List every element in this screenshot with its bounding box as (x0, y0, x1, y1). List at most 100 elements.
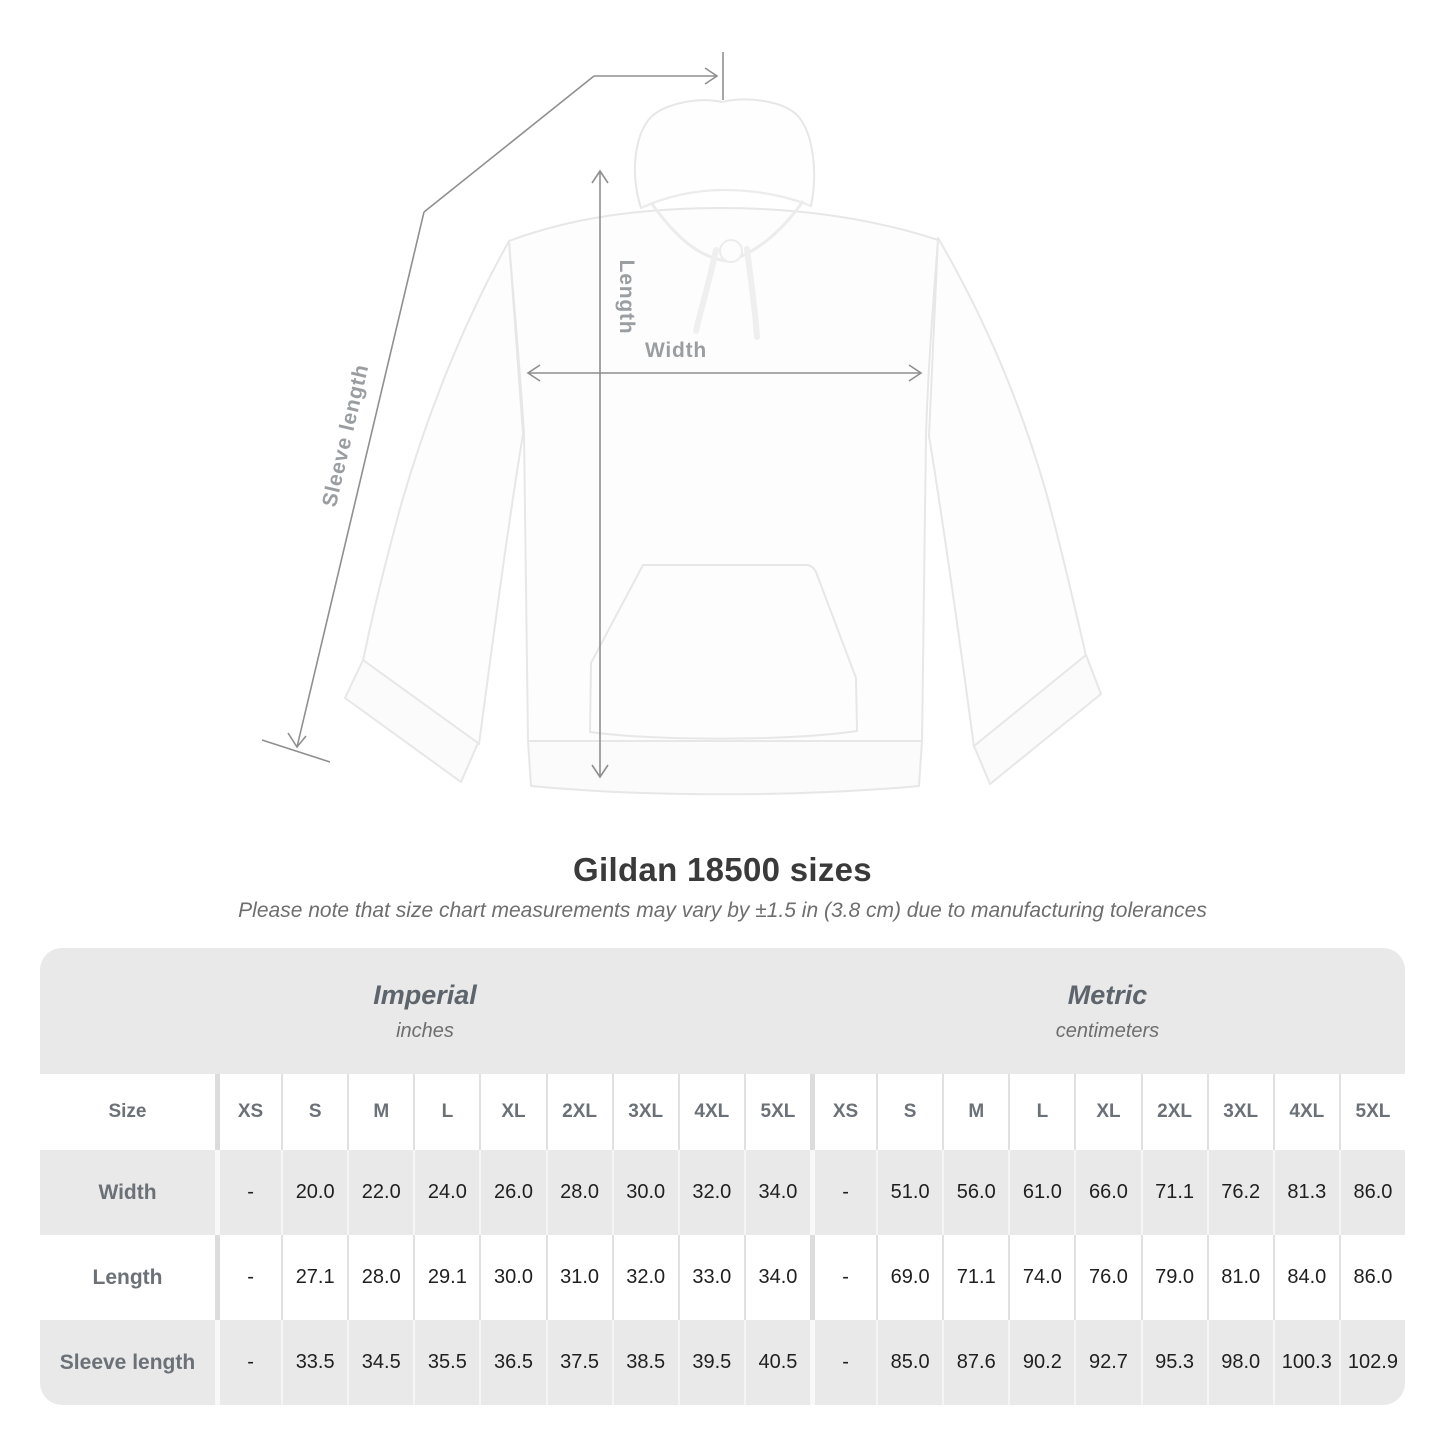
size-header-row: Size XS S M L XL 2XL 3XL 4XL 5XL XS S M L XL 2XL 3XL 4XL… (40, 1074, 1405, 1150)
cell-sleeve-length-imperial-xl: 36.5 (479, 1320, 546, 1405)
cell-sleeve-length-metric-4xl: 100.3 (1272, 1320, 1339, 1405)
width-row: Width -20.0 22.0 24.0 26.0 28.0 30.0 32.0 34.0-… (40, 1150, 1405, 1235)
width-label: Width (645, 339, 707, 362)
cell-width-imperial-3xl: 30.0 (611, 1150, 678, 1235)
units-header-row: Imperial inches Metric centimeters (40, 948, 1405, 1074)
cell-length-imperial-3xl: 32.0 (611, 1235, 678, 1320)
cell-width-metric-m: 56.0 (942, 1150, 1009, 1235)
hoodie-hem-band (527, 740, 923, 796)
cell-length-metric-m: 71.1 (942, 1235, 1009, 1320)
size-chart: Imperial inches Metric centimeters Size … (40, 948, 1405, 1405)
sleeve-length-row: Sleeve length -33.5 34.5 35.5 36.5 37.5 38.5 3… (40, 1320, 1405, 1405)
cell-length-imperial-4xl: 33.0 (677, 1235, 744, 1320)
metric-unit: centimeters (1055, 1019, 1160, 1042)
hoodie-pocket (589, 564, 858, 740)
cell-width-metric-l: 61.0 (1008, 1150, 1075, 1235)
cell-sleeve-length-imperial-s: 33.5 (281, 1320, 348, 1405)
cell-sleeve-length-metric-s: 85.0 (876, 1320, 943, 1405)
cell-width-imperial-2xl: 28.0 (545, 1150, 612, 1235)
size-col-metric-4xl: 4XL (1272, 1074, 1339, 1150)
size-col-imperial-l: L (413, 1074, 480, 1150)
cell-length-metric-5xl: 86.0 (1338, 1235, 1405, 1320)
hoodie-drawstring-knot (719, 239, 743, 263)
size-col-imperial-3xl: 3XL (611, 1074, 678, 1150)
size-col-metric-xs: XS (809, 1074, 877, 1150)
cell-length-metric-4xl: 84.0 (1272, 1235, 1339, 1320)
hoodie-right-sleeve (928, 237, 1087, 748)
cell-width-imperial-xs: - (215, 1150, 282, 1235)
cell-width-metric-2xl: 71.1 (1140, 1150, 1207, 1235)
hoodie-body (508, 207, 939, 742)
size-col-metric-5xl: 5XL (1338, 1074, 1405, 1150)
metric-title: Metric (1067, 979, 1148, 1010)
cell-length-imperial-5xl: 34.0 (743, 1235, 810, 1320)
cell-length-metric-s: 69.0 (876, 1235, 943, 1320)
cell-length-imperial-l: 29.1 (413, 1235, 480, 1320)
cell-length-imperial-2xl: 31.0 (545, 1235, 612, 1320)
metric-header: Metric centimeters (809, 948, 1405, 1074)
size-col-metric-2xl: 2XL (1140, 1074, 1207, 1150)
cell-length-metric-xl: 76.0 (1074, 1235, 1141, 1320)
cell-width-imperial-s: 20.0 (281, 1150, 348, 1235)
cell-sleeve-length-imperial-3xl: 38.5 (611, 1320, 678, 1405)
cell-width-metric-xs: - (809, 1150, 877, 1235)
cell-length-metric-l: 74.0 (1008, 1235, 1075, 1320)
cell-length-imperial-xl: 30.0 (479, 1235, 546, 1320)
hoodie-left-cuff (344, 659, 479, 783)
width-arrowhead-left (526, 364, 541, 382)
length-arrowhead-top (591, 169, 609, 184)
imperial-header: Imperial inches (40, 948, 810, 1074)
width-arrowhead-right (908, 364, 923, 382)
sleeve-arrowhead-bottom (287, 732, 307, 749)
hoodie-collar-seam (640, 189, 812, 209)
page-title: Gildan 18500 sizes (573, 851, 872, 888)
cell-width-imperial-5xl: 34.0 (743, 1150, 810, 1235)
cell-length-metric-xs: - (809, 1235, 877, 1320)
cell-width-metric-s: 51.0 (876, 1150, 943, 1235)
imperial-title: Imperial (373, 979, 477, 1010)
size-col-imperial-2xl: 2XL (545, 1074, 612, 1150)
size-col-imperial-xl: XL (479, 1074, 546, 1150)
row-label-sleeve-length: Sleeve length (40, 1320, 215, 1405)
cell-width-imperial-4xl: 32.0 (677, 1150, 744, 1235)
cell-width-metric-xl: 66.0 (1074, 1150, 1141, 1235)
imperial-unit: inches (396, 1019, 454, 1042)
hoodie-left-sleeve (362, 240, 524, 745)
cell-sleeve-length-imperial-l: 35.5 (413, 1320, 480, 1405)
hoodie-size-diagram: Width Length Sleeve length (261, 52, 1102, 796)
size-col-metric-s: S (876, 1074, 943, 1150)
cell-length-imperial-xs: - (215, 1235, 282, 1320)
cell-sleeve-length-imperial-5xl: 40.5 (743, 1320, 810, 1405)
cell-width-imperial-m: 22.0 (347, 1150, 414, 1235)
hoodie-hood (634, 98, 816, 209)
page-subtitle: Please note that size chart measurements… (238, 899, 1207, 922)
size-col-imperial-5xl: 5XL (743, 1074, 810, 1150)
cell-length-metric-2xl: 79.0 (1140, 1235, 1207, 1320)
sleeve-arrowhead-right (704, 67, 719, 85)
length-label: Length (615, 260, 638, 335)
size-col-metric-3xl: 3XL (1206, 1074, 1273, 1150)
cell-sleeve-length-metric-l: 90.2 (1008, 1320, 1075, 1405)
sleeve-arrow-diag2 (296, 211, 425, 748)
cell-width-imperial-xl: 26.0 (479, 1150, 546, 1235)
size-col-metric-l: L (1008, 1074, 1075, 1150)
size-col-imperial-4xl: 4XL (677, 1074, 744, 1150)
row-label-width: Width (40, 1150, 215, 1235)
cell-sleeve-length-metric-5xl: 102.9 (1338, 1320, 1405, 1405)
cell-width-metric-4xl: 81.3 (1272, 1150, 1339, 1235)
hoodie-right-cuff (973, 654, 1102, 785)
size-col-imperial-xs: XS (215, 1074, 282, 1150)
sleeve-arrow-diag1 (423, 75, 595, 213)
cell-sleeve-length-metric-m: 87.6 (942, 1320, 1009, 1405)
cell-sleeve-length-imperial-m: 34.5 (347, 1320, 414, 1405)
cell-sleeve-length-metric-2xl: 95.3 (1140, 1320, 1207, 1405)
length-arrowhead-bottom (591, 764, 609, 779)
hoodie-illustration (344, 98, 1102, 796)
cell-length-imperial-m: 28.0 (347, 1235, 414, 1320)
hoodie-drawstrings (693, 246, 760, 340)
row-label-length: Length (40, 1235, 215, 1320)
size-col-metric-m: M (942, 1074, 1009, 1150)
cell-width-metric-5xl: 86.0 (1338, 1150, 1405, 1235)
cell-sleeve-length-metric-xl: 92.7 (1074, 1320, 1141, 1405)
